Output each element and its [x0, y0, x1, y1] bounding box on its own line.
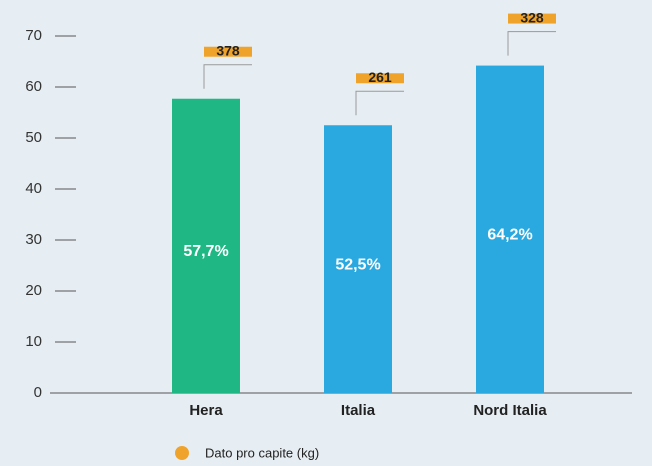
y-tick-label: 30: [25, 231, 42, 248]
value-label: 52,5%: [335, 256, 380, 273]
legend-marker: [175, 446, 189, 460]
per-capita-tag: [204, 46, 252, 57]
y-tick-label: 50: [25, 129, 42, 146]
callout-line: [203, 64, 252, 89]
y-tick-label: 60: [25, 78, 42, 95]
x-tick-label: Hera: [189, 402, 223, 419]
bar: [476, 65, 544, 393]
per-capita-tag: [356, 73, 404, 84]
y-tick-label: 10: [25, 333, 42, 350]
callout-line: [507, 31, 556, 56]
x-tick-label: Nord Italia: [473, 402, 547, 419]
bar: [324, 125, 392, 393]
per-capita-label: 328: [520, 9, 544, 25]
value-label: 57,7%: [183, 243, 228, 260]
y-tick-label: 0: [34, 384, 42, 401]
y-tick-label: 70: [25, 27, 42, 44]
x-tick-label: Italia: [341, 402, 376, 419]
y-tick-label: 40: [25, 180, 42, 197]
y-tick-label: 20: [25, 282, 42, 299]
per-capita-label: 378: [216, 42, 240, 58]
callout-line: [355, 90, 404, 116]
per-capita-label: 261: [368, 69, 392, 85]
per-capita-tag: [508, 13, 556, 24]
value-label: 64,2%: [487, 227, 532, 244]
legend-label: Dato pro capite (kg): [205, 445, 319, 460]
bar: [172, 98, 240, 393]
